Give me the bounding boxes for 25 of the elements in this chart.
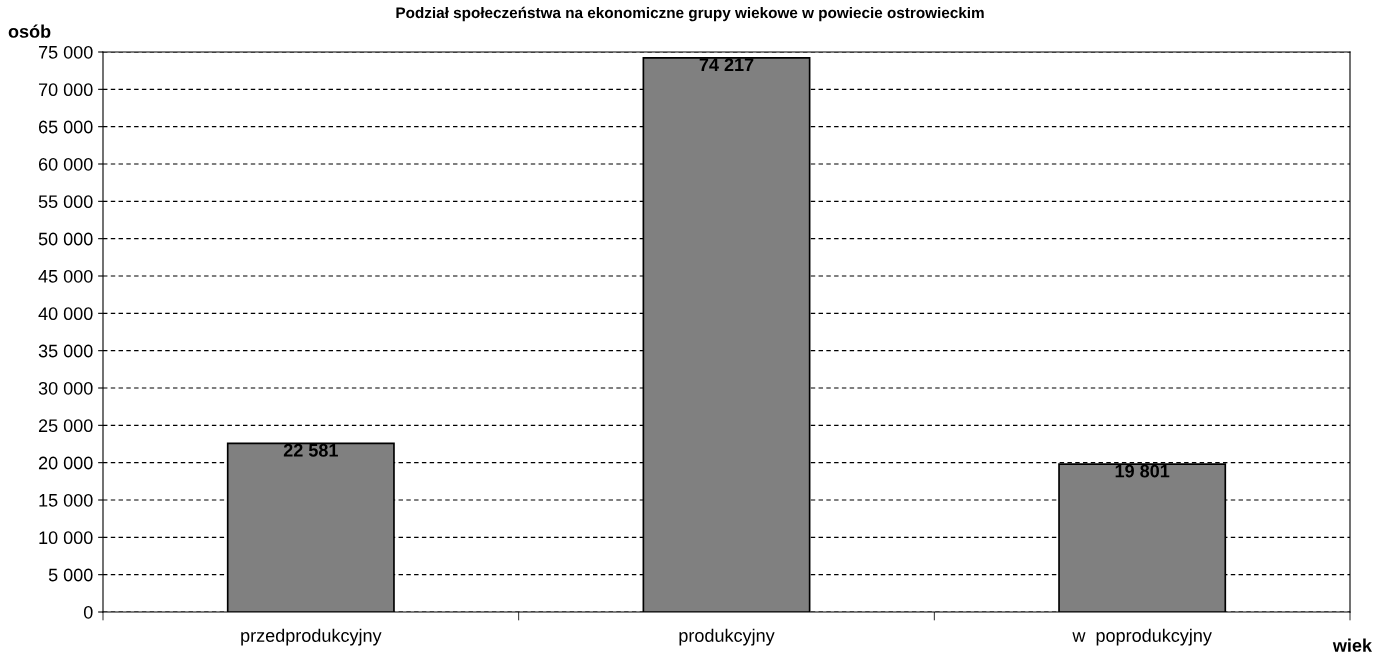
x-tick-label: w poprodukcyjny [1072, 628, 1212, 646]
y-axis-title: osób [8, 24, 51, 38]
y-tick-label: 5 000 [48, 568, 93, 582]
y-tick-label: 20 000 [38, 456, 93, 470]
y-tick-label: 25 000 [38, 419, 93, 433]
y-tick-label: 30 000 [38, 381, 93, 395]
y-tick-label: 75 000 [38, 45, 93, 59]
data-label: 22 581 [283, 443, 338, 457]
y-tick-label: 0 [83, 605, 93, 619]
y-tick-label: 55 000 [38, 195, 93, 209]
y-tick-label: 10 000 [39, 531, 93, 545]
x-tick-label: przedprodukcyjny [241, 628, 382, 646]
y-tick-label: 65 000 [38, 120, 93, 134]
y-tick-label: 40 000 [38, 307, 93, 321]
x-axis-title: wiek [1332, 638, 1373, 652]
y-tick-label: 70 000 [38, 83, 93, 97]
y-tick-label: 35 000 [38, 344, 93, 358]
data-label: 74 217 [699, 58, 754, 71]
data-label: 19 801 [1115, 464, 1170, 478]
y-tick-label: 15 000 [39, 493, 93, 507]
y-tick-label: 60 000 [38, 157, 93, 171]
y-tick-label: 50 000 [38, 232, 93, 246]
chart-title: Podział społeczeństwa na ekonomiczne grupy wiekowe w powiecie ostrowieckim [396, 6, 984, 22]
y-tick-label: 45 000 [38, 269, 93, 283]
x-tick-label: produkcyjny [679, 628, 775, 646]
